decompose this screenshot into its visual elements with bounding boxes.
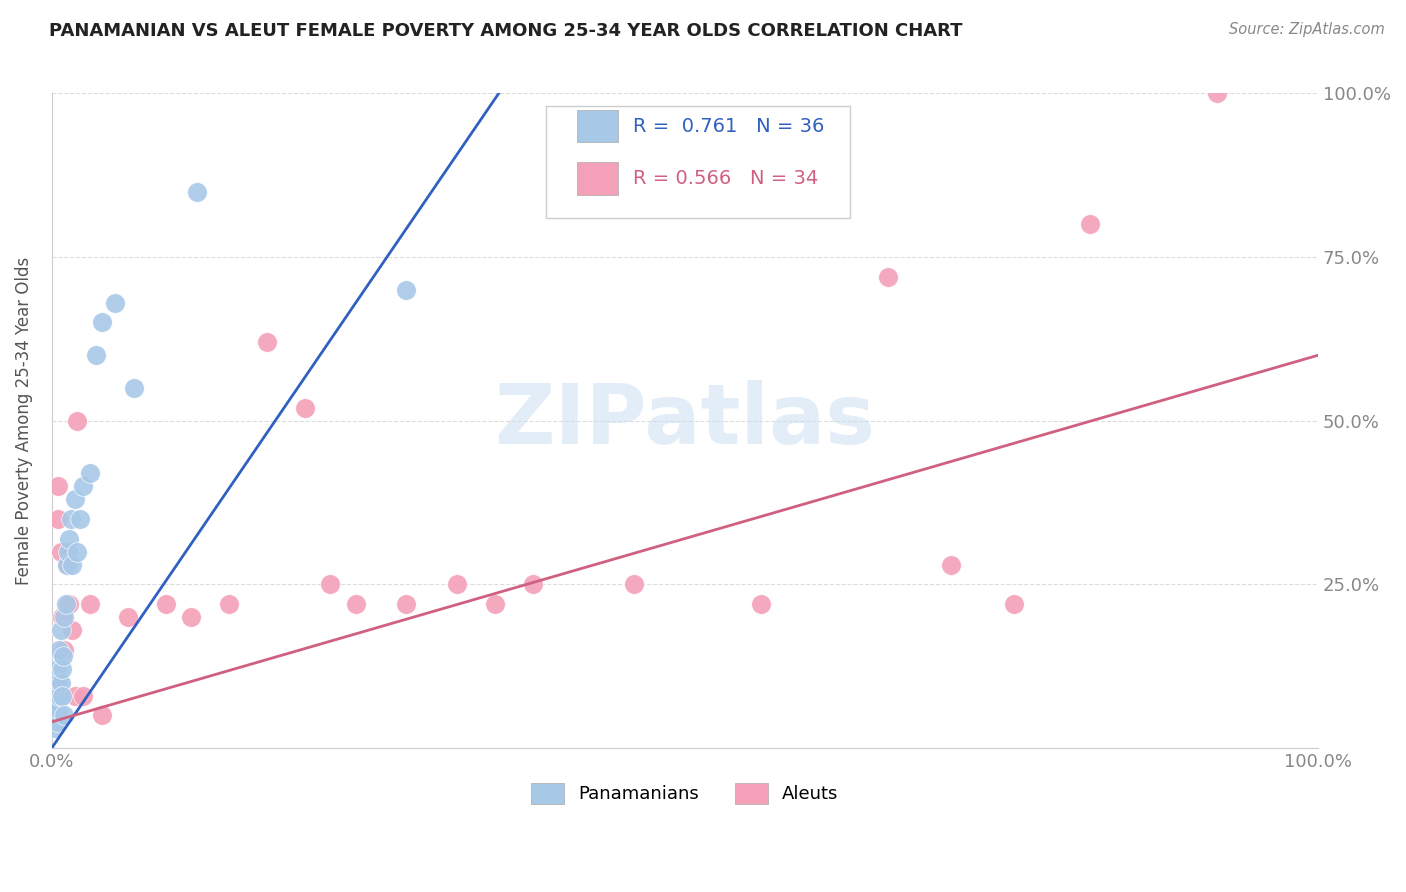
Point	[60, 623, 83, 637]
Text: R =  0.761   N = 36: R = 0.761 N = 36	[633, 117, 824, 136]
Text: ZIPatlas: ZIPatlas	[495, 380, 876, 461]
Point	[876, 269, 898, 284]
Point	[56, 558, 79, 572]
Point	[55, 597, 77, 611]
FancyBboxPatch shape	[578, 162, 617, 194]
Point	[256, 335, 278, 350]
Legend: Panamanians, Aleuts: Panamanians, Aleuts	[524, 776, 846, 811]
Point	[63, 689, 86, 703]
Point	[46, 675, 69, 690]
Point	[186, 185, 208, 199]
Point	[69, 512, 91, 526]
Point	[91, 708, 114, 723]
Point	[51, 663, 73, 677]
FancyBboxPatch shape	[578, 110, 617, 143]
Point	[48, 689, 70, 703]
Point	[51, 610, 73, 624]
Point	[79, 597, 101, 611]
Point	[60, 558, 83, 572]
Point	[294, 401, 316, 415]
Point	[749, 597, 772, 611]
Point	[44, 689, 66, 703]
Point	[939, 558, 962, 572]
Point	[42, 708, 65, 723]
Point	[1002, 597, 1025, 611]
Point	[45, 708, 67, 723]
Point	[63, 492, 86, 507]
Point	[395, 283, 418, 297]
Text: R = 0.566   N = 34: R = 0.566 N = 34	[633, 169, 818, 188]
Point	[446, 577, 468, 591]
Point	[1205, 87, 1227, 101]
Point	[53, 708, 76, 723]
FancyBboxPatch shape	[546, 106, 849, 218]
Point	[49, 544, 72, 558]
Point	[44, 722, 66, 736]
Point	[91, 316, 114, 330]
Point	[84, 348, 107, 362]
Point	[53, 610, 76, 624]
Point	[48, 675, 70, 690]
Point	[218, 597, 240, 611]
Point	[45, 675, 67, 690]
Point	[49, 623, 72, 637]
Point	[53, 643, 76, 657]
Point	[46, 702, 69, 716]
Y-axis label: Female Poverty Among 25-34 Year Olds: Female Poverty Among 25-34 Year Olds	[15, 257, 32, 585]
Point	[52, 649, 75, 664]
Point	[58, 597, 80, 611]
Point	[46, 512, 69, 526]
Point	[58, 544, 80, 558]
Point	[180, 610, 202, 624]
Point	[59, 512, 82, 526]
Point	[395, 597, 418, 611]
Point	[522, 577, 544, 591]
Point	[66, 414, 89, 428]
Point	[72, 689, 94, 703]
Point	[72, 479, 94, 493]
Point	[46, 479, 69, 493]
Point	[45, 695, 67, 709]
Text: Source: ZipAtlas.com: Source: ZipAtlas.com	[1229, 22, 1385, 37]
Point	[1078, 217, 1101, 231]
Point	[122, 381, 145, 395]
Point	[79, 466, 101, 480]
Point	[51, 689, 73, 703]
Point	[484, 597, 506, 611]
Text: PANAMANIAN VS ALEUT FEMALE POVERTY AMONG 25-34 YEAR OLDS CORRELATION CHART: PANAMANIAN VS ALEUT FEMALE POVERTY AMONG…	[49, 22, 963, 40]
Point	[117, 610, 139, 624]
Point	[58, 532, 80, 546]
Point	[623, 577, 645, 591]
Point	[48, 643, 70, 657]
Point	[45, 708, 67, 723]
Point	[155, 597, 177, 611]
Point	[66, 544, 89, 558]
Point	[344, 597, 367, 611]
Point	[56, 558, 79, 572]
Point	[104, 296, 127, 310]
Point	[49, 675, 72, 690]
Point	[45, 663, 67, 677]
Point	[45, 714, 67, 729]
Point	[319, 577, 342, 591]
